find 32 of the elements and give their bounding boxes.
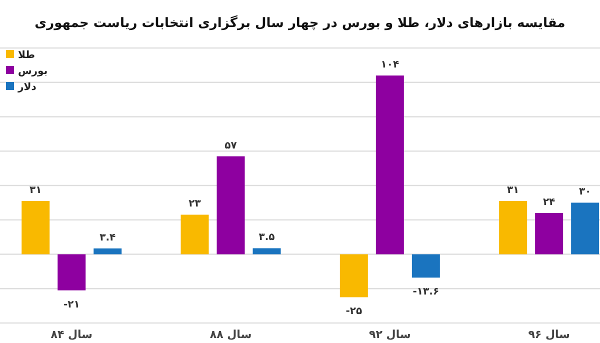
legend-label: بورس [18, 66, 48, 77]
data-label: ۳۱ [506, 184, 520, 196]
bar [412, 254, 440, 278]
bar [376, 76, 404, 254]
legend-label: طلا [18, 50, 36, 61]
data-label: ۳۰ [578, 186, 592, 198]
legend-label: دلار [17, 82, 36, 93]
x-tick-label: سال ۹۶ [528, 328, 570, 341]
bar [252, 248, 281, 254]
data-label: -۲۱ [63, 299, 80, 310]
bar [535, 213, 564, 254]
bar [180, 214, 209, 254]
data-label: -۱۳.۶ [412, 286, 440, 298]
data-label: ۱۰۴ [380, 60, 400, 70]
data-label: -۲۵ [346, 306, 362, 318]
bar [58, 254, 86, 290]
data-label: ۳.۵ [258, 232, 275, 244]
data-label: ۲۴ [542, 197, 556, 208]
x-tick-label: سال ۸۸ [210, 328, 252, 341]
bar [499, 200, 528, 254]
chart-title: مقایسه بازارهای دلار، طلا و بورس در چهار سال برگزاری انتخابات ریاست جمهوری [34, 15, 566, 31]
bar [216, 156, 245, 254]
bar [571, 202, 600, 254]
data-label: ۳.۴ [100, 232, 116, 244]
bar [94, 248, 122, 254]
data-label: ۳۱ [30, 184, 42, 196]
bar [340, 254, 368, 298]
data-label: ۲۳ [188, 198, 201, 210]
x-tick-label: سال ۹۲ [369, 328, 411, 341]
bar [22, 200, 50, 254]
x-tick-label: سال ۸۴ [50, 328, 92, 341]
data-label: ۵۷ [224, 140, 237, 152]
